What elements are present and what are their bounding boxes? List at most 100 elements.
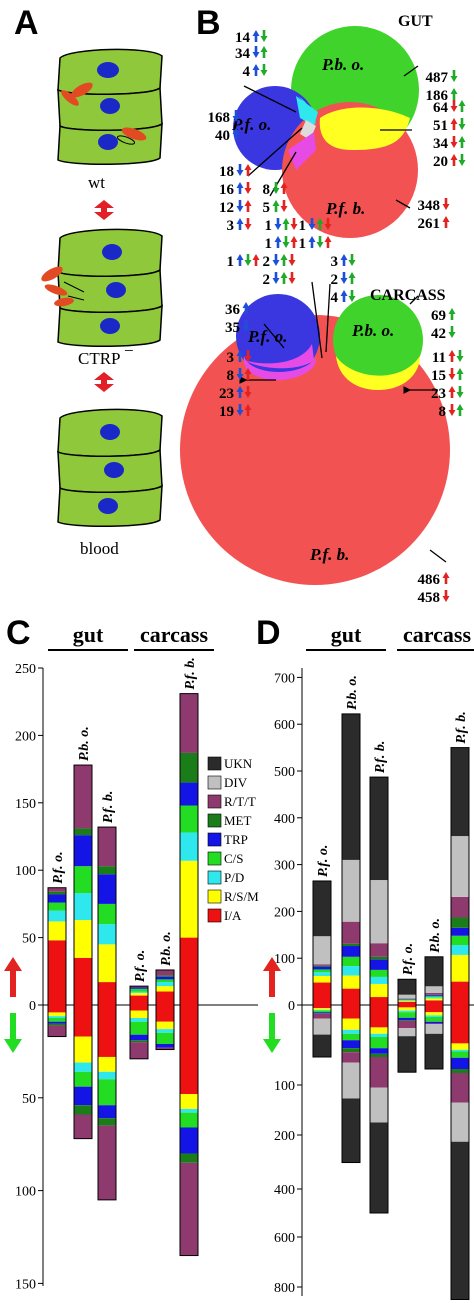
bar-up-C/S [425, 996, 443, 998]
y-tick-label: 50 [22, 932, 36, 947]
bar-down-UKN [451, 1141, 469, 1300]
bar-down-R/S/M [98, 1056, 116, 1072]
legend-swatch [207, 870, 222, 885]
venn-count: 3 [331, 254, 339, 270]
bar-down-TRP [370, 1048, 388, 1054]
bar-up-R/T/T [130, 986, 148, 988]
bar-label: P.f. b. [101, 791, 116, 823]
bar-up-UKN [370, 777, 388, 881]
bar-up-P/D [451, 945, 469, 955]
gut-title: GUT [398, 13, 433, 30]
bar-up-MET [370, 956, 388, 960]
double-arrow-2 [94, 372, 114, 392]
legend-label: C/S [224, 851, 244, 866]
bar-down-R/S/M [370, 1027, 388, 1034]
venn-count: 35 [225, 320, 240, 336]
bar-down-MET [451, 1069, 469, 1073]
bar-outline [424, 956, 444, 1070]
bar-down-R/S/M [74, 1036, 92, 1063]
legend: UKN DIV R/T/T MET TRP C/S P/D R/S/M I/A [207, 756, 259, 923]
bar-outline [450, 747, 470, 1300]
bar-up-R/T/T [313, 964, 331, 966]
y-tick-label: 800 [274, 1281, 295, 1296]
bar-down-C/S [98, 1079, 116, 1106]
bar-down-TRP [398, 1017, 416, 1021]
bar-down-P/D [156, 1029, 174, 1033]
bar-down-R/T/T [398, 1021, 416, 1029]
venn-count: 20 [433, 154, 448, 170]
bar-down-R/T/T [180, 1162, 198, 1256]
bar-up-I/A [342, 988, 360, 1005]
bar-outline [312, 880, 332, 1058]
bar-up-C/S [451, 935, 469, 946]
y-tick-label: 600 [274, 1231, 295, 1246]
group-label-gut: gut [73, 622, 104, 647]
bar-down-TRP [180, 1127, 198, 1154]
bar-up-DIV [370, 880, 388, 944]
bar-up-P/D [98, 924, 116, 945]
bar-outline [341, 713, 361, 1164]
bar-up-TRP [130, 987, 148, 989]
legend-swatch [207, 832, 222, 847]
bar-up-TRP [156, 976, 174, 980]
bar-down-TRP [130, 1034, 148, 1041]
bar-up-UKN [451, 747, 469, 837]
y-tick-label: 150 [15, 797, 36, 812]
venn-count: 3 [227, 350, 235, 366]
bar-up-P/D [156, 982, 174, 987]
venn-count: 1 [265, 236, 273, 252]
bar-label: P.b. o. [77, 726, 92, 761]
venn-count: 1 [227, 254, 235, 270]
bar-up-I/A [370, 997, 388, 1005]
bar-down-R/T/T [130, 1042, 148, 1059]
panel-c-letter: C [6, 614, 31, 652]
venn-count: 2 [331, 272, 339, 288]
venn-count: 34 [433, 136, 449, 152]
bar-up-C/S [98, 903, 116, 925]
venn-count: 23 [431, 386, 446, 402]
bar-down-R/T/T [48, 1025, 66, 1037]
bar-up-I/A [398, 1001, 416, 1005]
bar-up-P/D [313, 972, 331, 976]
y-tick-label: 150 [15, 1277, 36, 1292]
bar-down-TRP [74, 1086, 92, 1106]
bar-up-DIV [451, 836, 469, 897]
bar-up-MET [342, 943, 360, 947]
venn-count: 1 [265, 218, 273, 234]
carcass-title: CARCASS [370, 287, 446, 304]
bar-up-TRP [98, 874, 116, 904]
bar-label: P.f. b. [454, 711, 469, 743]
label-ctrp: CTRP [78, 349, 121, 368]
venn-count: 42 [431, 326, 446, 342]
legend-swatch [207, 889, 222, 904]
wt-cell-stack [57, 48, 163, 166]
bar-down-C/S [130, 1021, 148, 1035]
bar-up-C/S [342, 956, 360, 967]
y-tick-label: 100 [274, 1079, 295, 1094]
bar-up-TRP [48, 894, 66, 903]
venn-count: 2 [263, 272, 271, 288]
bar-up-R/T/T [451, 896, 469, 918]
legend-label: P/D [224, 870, 244, 885]
bar-down-MET [313, 1013, 331, 1014]
venn-count: 51 [433, 118, 448, 134]
double-arrow-1 [94, 200, 114, 220]
bar-down-C/S [425, 1017, 443, 1022]
bar-up-R/S/M [130, 992, 148, 996]
venn-count: 261 [418, 216, 441, 232]
bar-outline [47, 887, 67, 1038]
venn-count: 16 [219, 182, 235, 198]
bar-down-R/S/M [313, 1008, 331, 1010]
bar-up-C/S [370, 969, 388, 977]
bar-up-C/S [398, 999, 416, 1001]
bar-up-DIV [425, 986, 443, 993]
bar-down-UKN [398, 1036, 416, 1073]
venn-count: 11 [432, 350, 446, 366]
bar-up-I/A [130, 995, 148, 1005]
group-label-carcass: carcass [403, 622, 471, 647]
bar-outline [179, 693, 199, 1257]
bar-label: P.f. b. [373, 741, 388, 773]
venn-count: 34 [235, 46, 251, 62]
bar-up-TRP [313, 966, 331, 970]
